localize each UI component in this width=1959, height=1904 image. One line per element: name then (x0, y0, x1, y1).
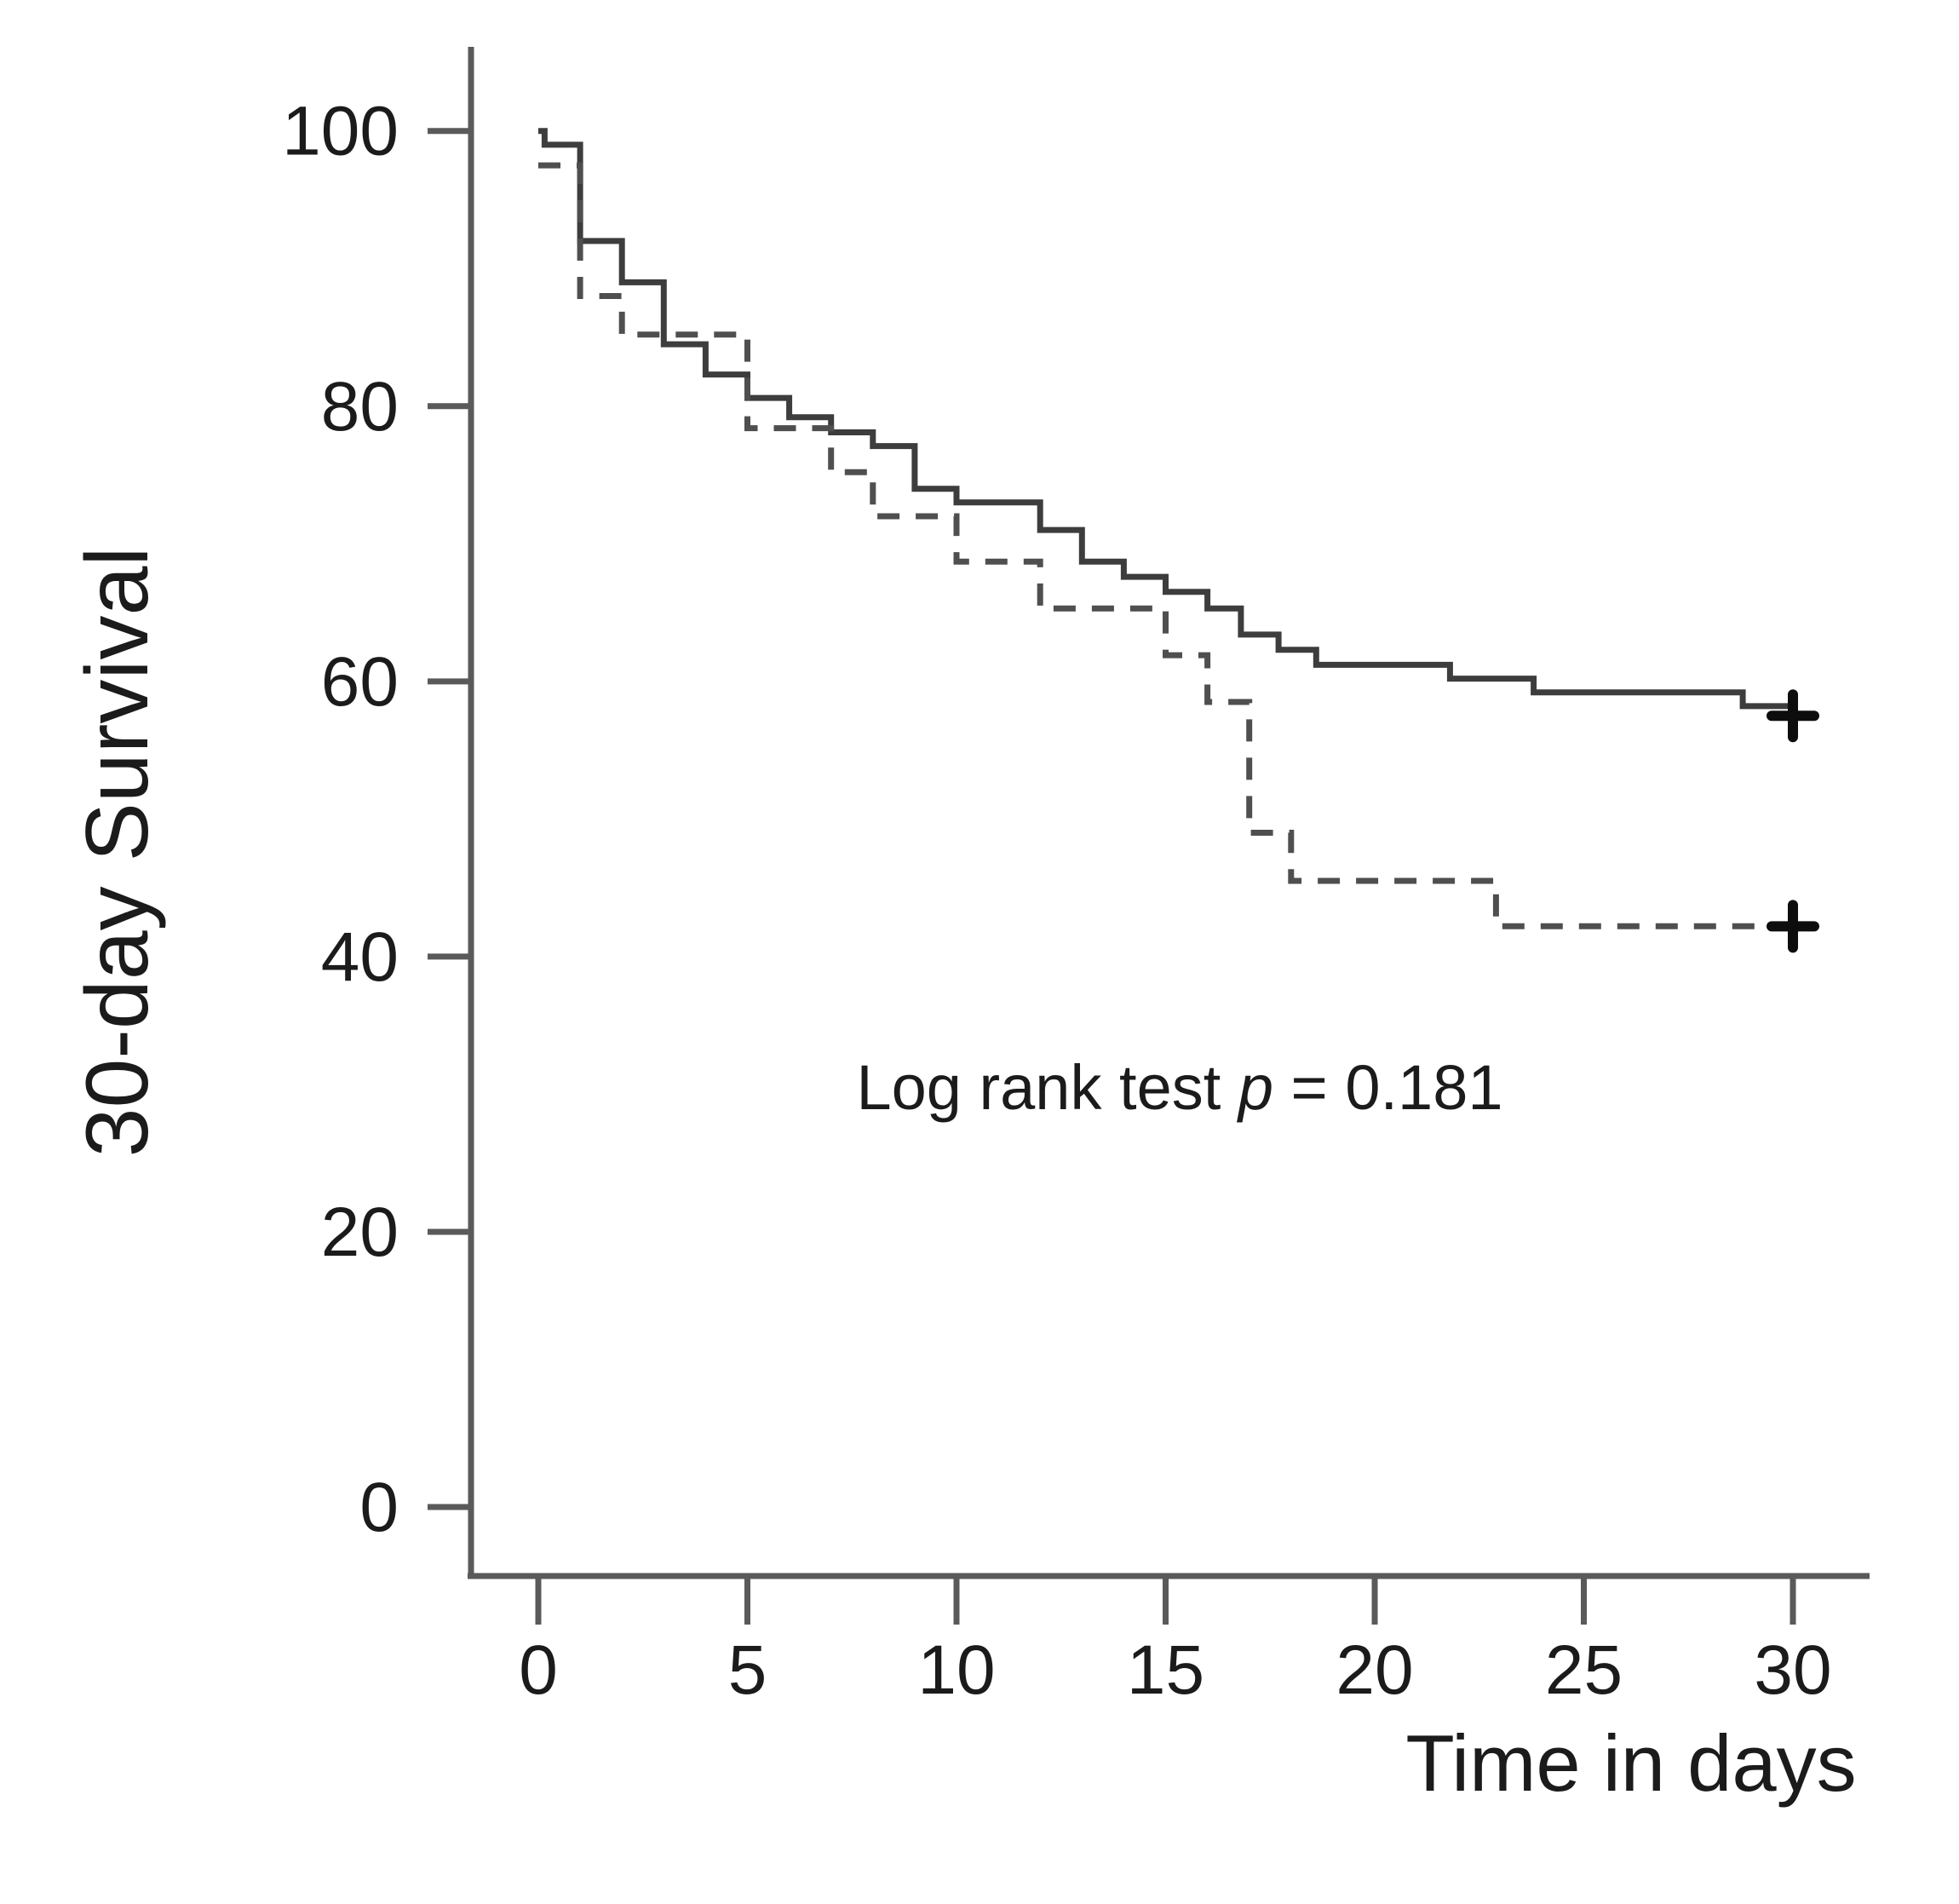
y-tick-label-100: 100 (282, 93, 399, 170)
log-rank-annotation: Log rank test p = 0.181 (754, 1050, 1606, 1126)
y-tick-label-60: 60 (321, 643, 399, 721)
annotation-prefix: Log rank test (856, 1052, 1238, 1123)
x-tick-label-20: 20 (1336, 1631, 1413, 1709)
survival-curve-group-2-dashed (538, 162, 1793, 929)
y-tick-label-0: 0 (359, 1469, 399, 1546)
x-tick-label-15: 15 (1127, 1631, 1204, 1709)
x-tick-label-5: 5 (728, 1631, 767, 1709)
y-axis-title: 30-day Survival (68, 546, 167, 1158)
x-tick-label-10: 10 (917, 1631, 995, 1709)
x-tick-label-25: 25 (1545, 1631, 1623, 1709)
y-tick-label-40: 40 (321, 918, 399, 996)
x-tick-label-30: 30 (1754, 1631, 1831, 1709)
x-tick-label-0: 0 (519, 1631, 558, 1709)
annotation-p-symbol: p (1238, 1052, 1273, 1123)
y-tick-label-20: 20 (321, 1194, 399, 1271)
survival-curve-group-1-solid (538, 128, 1793, 710)
y-tick-label-80: 80 (321, 368, 399, 446)
annotation-suffix: = 0.181 (1273, 1052, 1503, 1123)
x-axis-title: Time in days (1405, 1718, 1857, 1808)
